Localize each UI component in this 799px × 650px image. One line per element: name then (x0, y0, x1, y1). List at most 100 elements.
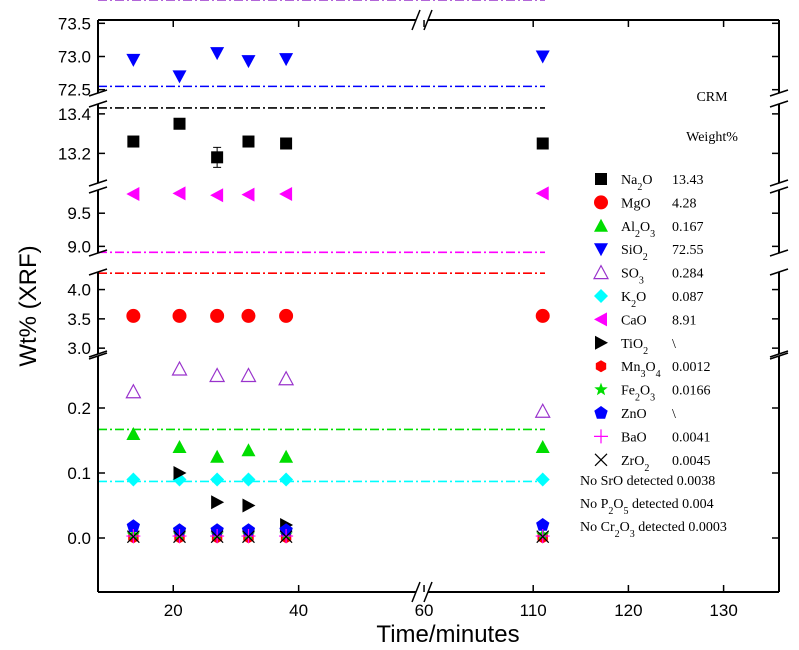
data-point (240, 367, 257, 383)
data-point (125, 383, 142, 399)
legend-note: No P2O5 detected 0.004 (580, 497, 714, 517)
data-point (172, 70, 187, 84)
y-tick-label: 4.0 (67, 281, 91, 300)
data-point (173, 117, 186, 130)
x-tick-label: 20 (164, 601, 183, 620)
axis-break-mark (411, 581, 421, 603)
legend-item: Fe2O3 0.0166 (594, 382, 711, 403)
axis-break-mark (88, 186, 108, 194)
data-point (127, 135, 140, 148)
data-point (536, 137, 549, 150)
legend-value: 0.0166 (672, 384, 711, 399)
data-point (210, 530, 224, 544)
data-point (241, 443, 256, 457)
data-point (172, 308, 187, 323)
error-bar (213, 146, 222, 168)
axis-break-mark (423, 581, 433, 603)
data-point (172, 186, 186, 201)
axis-break-mark (769, 249, 789, 257)
y-tick-label: 73.5 (58, 14, 91, 33)
legend-label: CaO (621, 313, 647, 328)
axis-break-mark (88, 350, 108, 358)
data-point (279, 530, 293, 544)
legend-note: No Cr2O3 detected 0.0003 (580, 520, 727, 540)
data-points (125, 47, 551, 544)
axis-break-mark (88, 100, 108, 108)
legend-marker (594, 429, 608, 444)
legend-item: BaO 0.0041 (594, 429, 711, 445)
data-point (278, 370, 295, 386)
data-point (536, 518, 550, 531)
data-point (126, 472, 141, 487)
legend-item: SO3 0.284 (592, 264, 704, 286)
legend-marker (594, 243, 608, 257)
data-point (173, 466, 187, 480)
legend-label: MgO (621, 196, 651, 211)
legend-marker (594, 195, 608, 210)
legend-value: 8.91 (672, 313, 697, 328)
legend-marker (594, 453, 608, 467)
tick-labels: 0.0 0.1 0.2 3.0 3.5 4.0 9.0 9.5 13.2 13.4 72.5 73.0… (58, 14, 779, 620)
data-point (210, 188, 224, 203)
data-point (242, 135, 255, 148)
legend-marker (595, 173, 607, 185)
legend-item: CaO 8.91 (594, 312, 697, 328)
axis-break-mark (88, 268, 108, 276)
legend-label: Al2O3 (621, 220, 655, 240)
legend-value: 72.55 (672, 243, 704, 258)
legend-item: Al2O3 0.167 (594, 218, 704, 240)
axis-break-mark (769, 89, 789, 97)
data-point (242, 530, 255, 544)
y-tick-label: 9.5 (67, 204, 91, 223)
legend-label: SiO2 (621, 243, 648, 263)
legend-marker (594, 312, 607, 327)
data-point (535, 186, 549, 201)
data-point (171, 360, 188, 376)
legend-value: 0.087 (672, 290, 704, 305)
legend-item: SiO2 72.55 (594, 243, 704, 263)
data-point (126, 308, 141, 323)
axis-break-mark (88, 352, 108, 360)
legend-value: 0.284 (672, 267, 704, 282)
data-point (241, 187, 255, 202)
axis-break-mark (411, 9, 421, 31)
legend-value: 4.28 (672, 196, 697, 211)
legend-value: 0.0012 (672, 360, 711, 375)
data-point (210, 47, 225, 61)
legend-value: 0.0041 (672, 430, 711, 445)
legend-item: K2O 0.087 (594, 289, 704, 310)
legend-value: \ (672, 407, 676, 422)
legend-marker (594, 218, 608, 232)
data-point (279, 472, 294, 487)
legend: CRM Weight% Na2O 13.43 MgO 4.28 Al2O3 0.167 SiO2… (580, 90, 738, 540)
data-point (242, 498, 256, 513)
y-tick-label: 0.0 (67, 529, 91, 548)
legend-label: Mn3O4 (621, 360, 661, 380)
axes (88, 9, 789, 603)
axis-break-mark (88, 179, 108, 187)
data-point (172, 440, 187, 453)
legend-item: TiO2 \ (595, 335, 676, 356)
legend-label: ZnO (621, 407, 647, 422)
data-point (173, 530, 186, 544)
data-point (126, 519, 140, 532)
x-tick-label: 60 (415, 601, 434, 620)
data-point (211, 495, 225, 510)
data-point (279, 449, 294, 463)
data-point (241, 308, 256, 323)
x-tick-label: 110 (520, 601, 547, 620)
x-tick-label: 130 (709, 601, 737, 620)
legend-item: Mn3O4 0.0012 (595, 360, 711, 380)
y-tick-label: 13.4 (58, 105, 91, 124)
axis-break-mark (769, 352, 789, 360)
data-point (280, 137, 293, 150)
legend-value: 0.167 (672, 220, 704, 235)
legend-item: Na2O 13.43 (595, 173, 704, 193)
data-point (279, 186, 293, 201)
y-tick-label: 3.5 (67, 310, 91, 329)
data-point (126, 530, 140, 544)
legend-label: ZrO2 (621, 454, 649, 474)
legend-marker (594, 406, 608, 419)
data-point (535, 472, 550, 487)
data-point (535, 50, 550, 64)
